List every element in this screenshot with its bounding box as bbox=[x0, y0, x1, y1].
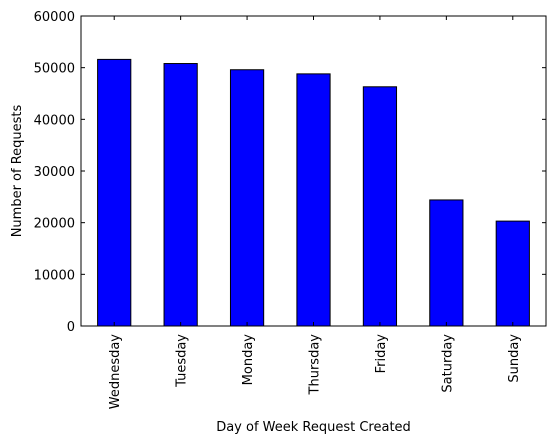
x-ticks-group: Wednesday Tuesday Monday Thursday Friday Satu… bbox=[108, 16, 522, 409]
bar-saturday bbox=[429, 199, 464, 327]
x-tick-label: Sunday bbox=[507, 334, 522, 383]
x-tick-label: Tuesday bbox=[175, 334, 190, 388]
y-axis-label: Number of Requests bbox=[10, 104, 25, 237]
bar-friday bbox=[362, 86, 398, 327]
y-tick-label: 60000 bbox=[34, 10, 75, 25]
y-tick-label: 30000 bbox=[34, 165, 75, 180]
bar-thursday bbox=[296, 73, 331, 327]
y-tick-label: 20000 bbox=[34, 217, 75, 232]
bars-group bbox=[97, 58, 530, 327]
y-tick-label: 40000 bbox=[34, 113, 75, 128]
bar-tuesday bbox=[163, 63, 198, 327]
bar-monday bbox=[229, 69, 265, 327]
bar-sunday bbox=[495, 220, 530, 327]
x-axis-label: Day of Week Request Created bbox=[216, 420, 411, 435]
x-tick-label: Friday bbox=[374, 334, 389, 374]
y-ticks-group: 0 10000 20000 30000 40000 50000 60000 bbox=[34, 10, 546, 335]
bar-wednesday bbox=[97, 58, 132, 327]
y-tick-label: 0 bbox=[67, 320, 75, 335]
x-tick-label: Thursday bbox=[308, 334, 323, 396]
y-tick-label: 50000 bbox=[34, 62, 75, 77]
x-tick-label: Wednesday bbox=[108, 334, 123, 410]
x-tick-label: Monday bbox=[241, 334, 256, 386]
y-tick-label: 10000 bbox=[34, 268, 75, 283]
x-tick-label: Saturday bbox=[440, 334, 455, 393]
plot-frame bbox=[80, 15, 547, 327]
